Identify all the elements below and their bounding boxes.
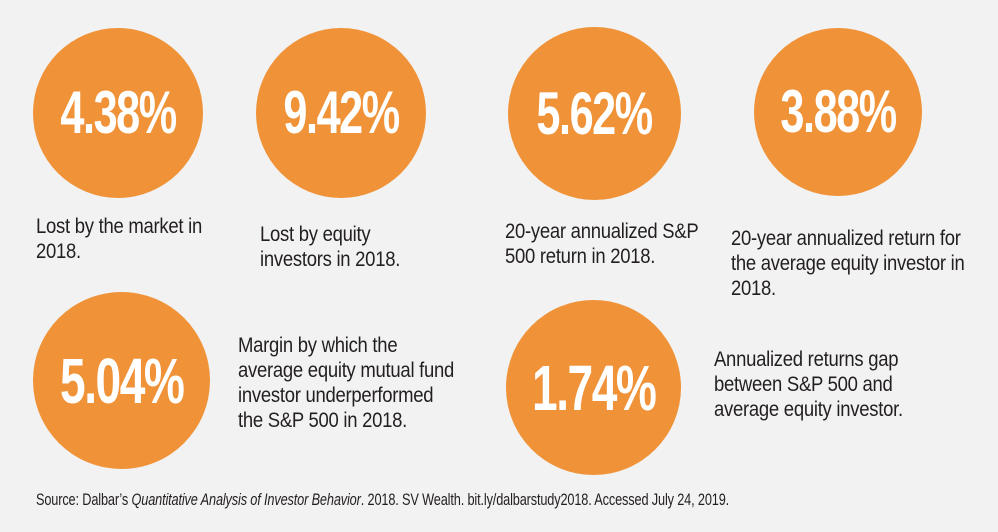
stat-circle-sp500-return: 5.62% <box>508 27 681 200</box>
source-title: Quantitative Analysis of Investor Behavi… <box>131 490 361 509</box>
caption-line: Margin by which the <box>238 334 398 357</box>
caption-line: between S&P 500 and <box>714 373 893 396</box>
source-suffix: . 2018. SV Wealth. bit.ly/dalbarstudy201… <box>360 490 730 509</box>
stat-caption-avg-investor-return: 20-year annualized return for the average… <box>731 226 965 301</box>
caption-line: Annualized returns gap <box>714 348 899 371</box>
stat-value: 5.04% <box>59 344 185 417</box>
stat-circle-avg-investor-return: 3.88% <box>754 28 922 196</box>
caption-line: 2018. <box>36 240 81 263</box>
stat-caption-market-loss: Lost by the market in 2018. <box>36 214 202 264</box>
caption-line: average equity investor. <box>714 398 903 421</box>
stat-value: 9.42% <box>283 79 400 146</box>
stat-caption-investor-loss: Lost by equity investors in 2018. <box>260 222 400 272</box>
stat-caption-returns-gap: Annualized returns gap between S&P 500 an… <box>714 347 903 422</box>
stat-value: 4.38% <box>60 79 177 146</box>
caption-line: the S&P 500 in 2018. <box>238 409 408 432</box>
stat-circle-market-loss: 4.38% <box>33 28 203 198</box>
source-prefix: Source: Dalbar’s <box>36 490 132 509</box>
stat-caption-underperformance-margin: Margin by which the average equity mutual… <box>238 333 454 433</box>
caption-line: investor underperformed <box>238 384 434 407</box>
stat-circle-investor-loss: 9.42% <box>256 28 426 198</box>
caption-line: 20-year annualized S&P <box>505 220 699 243</box>
caption-line: Lost by the market in <box>36 215 203 238</box>
stat-value: 1.74% <box>531 351 657 424</box>
stat-circle-returns-gap: 1.74% <box>506 300 681 475</box>
caption-line: investors in 2018. <box>260 248 401 271</box>
source-citation: Source: Dalbar’s Quantitative Analysis o… <box>36 490 729 510</box>
stat-caption-sp500-return: 20-year annualized S&P 500 return in 2018… <box>505 219 699 269</box>
caption-line: the average equity investor in <box>731 252 965 275</box>
stat-value: 5.62% <box>536 79 654 147</box>
caption-line: 2018. <box>731 277 776 300</box>
caption-line: 500 return in 2018. <box>505 245 656 268</box>
caption-line: 20-year annualized return for <box>731 227 961 250</box>
stat-value: 3.88% <box>780 78 897 145</box>
stat-circle-underperformance-margin: 5.04% <box>33 292 210 469</box>
caption-line: Lost by equity <box>260 223 371 246</box>
caption-line: average equity mutual fund <box>238 359 455 382</box>
